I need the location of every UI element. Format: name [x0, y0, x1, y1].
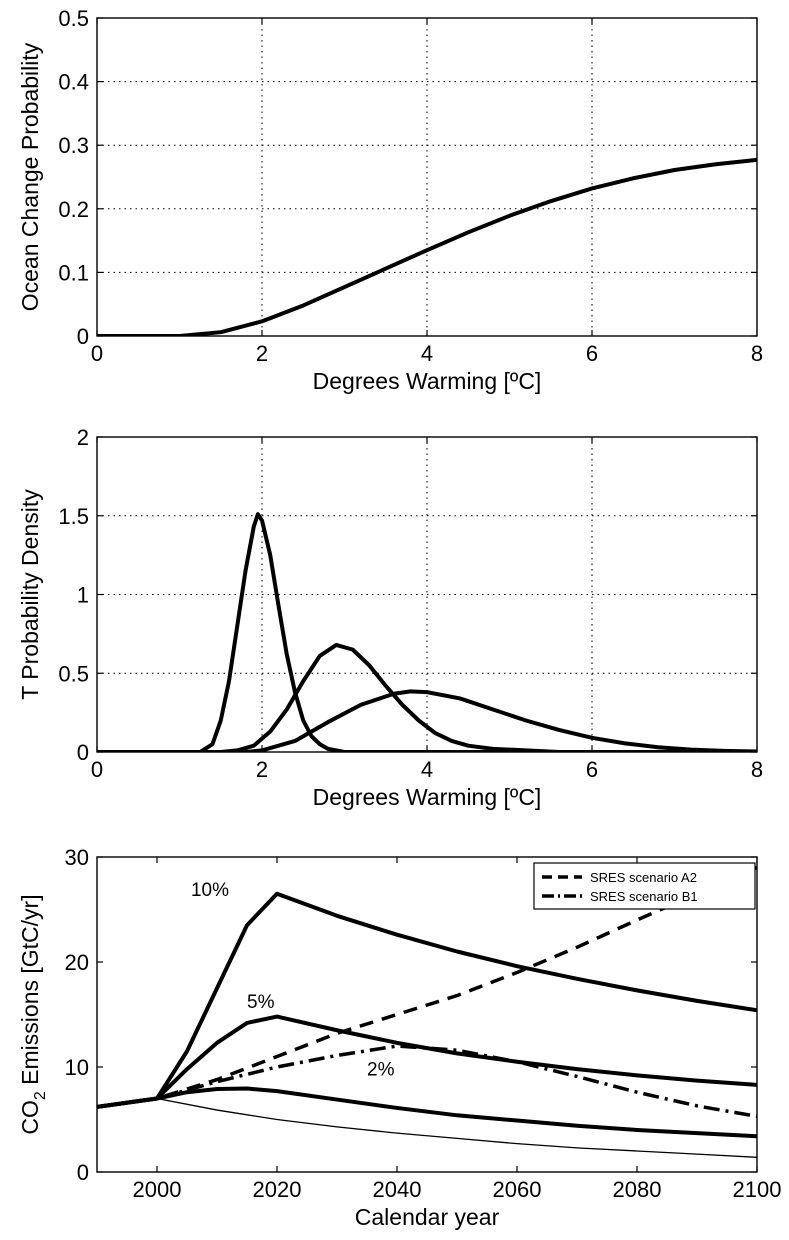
y-tick-label: 2 — [77, 425, 89, 450]
x-tick-label: 6 — [586, 341, 598, 366]
series-line-5 — [97, 1086, 757, 1139]
curve-annotation: 10% — [191, 880, 229, 901]
y-tick-label: 0.3 — [58, 133, 89, 158]
legend-label: SRES scenario B1 — [590, 889, 698, 904]
y-axis-label: Ocean Change Probability — [17, 42, 43, 311]
y-axis-label: CO2 Emissions [GtC/yr] — [17, 894, 49, 1134]
x-tick-label: 2 — [256, 757, 268, 782]
x-tick-label: 2080 — [613, 1177, 662, 1202]
x-tick-label: 2040 — [373, 1177, 422, 1202]
x-tick-label: 4 — [421, 341, 433, 366]
x-tick-label: 2100 — [733, 1177, 782, 1202]
x-tick-label: 0 — [91, 757, 103, 782]
series-line-1 — [97, 157, 757, 336]
y-tick-label: 1.5 — [58, 504, 89, 529]
series-line-1 — [97, 512, 757, 752]
series-line-6 — [97, 1097, 757, 1158]
x-tick-label: 0 — [91, 341, 103, 366]
x-tick-label: 8 — [751, 341, 763, 366]
x-tick-label: 4 — [421, 757, 433, 782]
x-tick-label: 2060 — [493, 1177, 542, 1202]
y-tick-label: 0.5 — [58, 6, 89, 31]
y-tick-label: 20 — [65, 950, 89, 975]
y-tick-label: 0 — [77, 324, 89, 349]
y-tick-label: 0.2 — [58, 197, 89, 222]
y-tick-label: 0.5 — [58, 661, 89, 686]
panel-2: 0 2 4 6 8 0 0.5 1 1.5 2 Degrees Warming [ºC] T Prob… — [17, 425, 763, 810]
series-line-2 — [97, 1044, 757, 1119]
series-line-2 — [97, 642, 757, 752]
y-axis-label: T Probability Density — [17, 489, 43, 700]
y-tick-label: 10 — [65, 1055, 89, 1080]
y-tick-label: 0.1 — [58, 260, 89, 285]
x-tick-label: 2 — [256, 341, 268, 366]
y-tick-label: 0 — [77, 1160, 89, 1185]
panel-3: 2000 2020 2040 2060 2080 2100 0 10 20 30 Calendar … — [17, 845, 781, 1230]
x-tick-label: 2000 — [133, 1177, 182, 1202]
panel-1: 0 2 4 6 8 0 0.1 0.2 0.3 0.4 0.5 Degrees Warming [ºC… — [17, 6, 763, 394]
legend-box — [533, 862, 756, 910]
series-line-3 — [97, 891, 757, 1109]
series-line-4 — [97, 1014, 757, 1109]
x-axis-label: Calendar year — [355, 1204, 500, 1230]
series-line-1 — [97, 865, 757, 1109]
y-tick-label: 1 — [77, 583, 89, 608]
legend-label: SRES scenario A2 — [590, 870, 697, 885]
x-axis-label: Degrees Warming [ºC] — [313, 368, 542, 394]
y-tick-label: 0 — [77, 740, 89, 765]
x-tick-label: 6 — [586, 757, 598, 782]
axes-frame — [96, 856, 758, 1173]
curve-annotation: 2% — [367, 1059, 395, 1080]
y-tick-label: 30 — [65, 845, 89, 870]
y-tick-label: 0.4 — [58, 70, 89, 95]
x-tick-label: 8 — [751, 757, 763, 782]
x-axis-label: Degrees Warming [ºC] — [313, 784, 542, 810]
series-line-3 — [97, 689, 757, 752]
curve-annotation: 5% — [247, 992, 275, 1013]
x-tick-label: 2020 — [253, 1177, 302, 1202]
